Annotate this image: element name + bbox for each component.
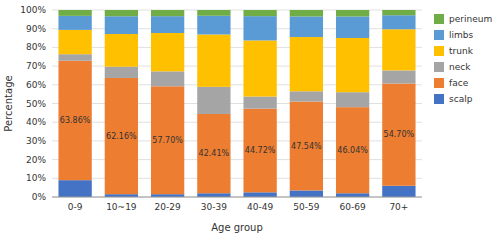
bar-segment bbox=[336, 10, 369, 16]
bar-segment bbox=[336, 107, 369, 193]
bar-segment bbox=[382, 70, 415, 83]
bar-segment bbox=[58, 30, 91, 54]
bar-segment bbox=[243, 10, 276, 16]
x-tick-label: 10~19 bbox=[106, 202, 137, 212]
bar-segment bbox=[243, 97, 276, 109]
y-tick-label: 70% bbox=[26, 61, 46, 71]
bar-segment bbox=[336, 16, 369, 38]
data-label: 47.54% bbox=[291, 142, 322, 151]
bar-segment bbox=[243, 40, 276, 96]
legend-swatch bbox=[434, 94, 444, 104]
bar-segment bbox=[197, 10, 230, 16]
bar-segment bbox=[336, 92, 369, 107]
y-tick-label: 40% bbox=[26, 117, 46, 127]
legend-label: limbs bbox=[449, 30, 473, 40]
grid bbox=[52, 10, 422, 197]
bar-segment bbox=[151, 10, 184, 16]
bar-segment bbox=[290, 10, 323, 16]
x-tick-label: 70+ bbox=[389, 202, 408, 212]
chart: 0% 10% 20% 30% 40% 50% 60% 70% 80% 90% 100% 63.86% 6… bbox=[0, 0, 500, 237]
bar-segment bbox=[197, 114, 230, 193]
bar-segment bbox=[290, 37, 323, 91]
bar-segment bbox=[197, 87, 230, 114]
bar-segment bbox=[58, 10, 91, 16]
x-axis-line bbox=[52, 197, 422, 198]
bar-segment bbox=[58, 180, 91, 197]
bar-segment bbox=[151, 71, 184, 86]
data-label: 57.70% bbox=[152, 136, 183, 145]
bars bbox=[58, 10, 415, 197]
bar-segment bbox=[105, 16, 138, 34]
x-tick-label: 40-49 bbox=[247, 202, 273, 212]
bar-segment bbox=[243, 109, 276, 193]
bar-segment bbox=[105, 10, 138, 16]
bar-segment bbox=[151, 33, 184, 71]
y-tick-label: 10% bbox=[26, 173, 46, 183]
bar-segment bbox=[243, 192, 276, 197]
x-tick-label: 50-59 bbox=[293, 202, 319, 212]
x-axis-title: Age group bbox=[211, 222, 263, 233]
data-label: 54.70% bbox=[384, 130, 415, 139]
legend: perineum limbs trunk neck face scalp bbox=[434, 14, 492, 104]
y-tick-label: 60% bbox=[26, 80, 46, 90]
bar-segment bbox=[290, 102, 323, 191]
bar-segment bbox=[290, 190, 323, 197]
bar-segment bbox=[382, 29, 415, 70]
bar-segment bbox=[105, 78, 138, 194]
bar-segment bbox=[58, 54, 91, 61]
bar-segment bbox=[105, 34, 138, 67]
bar-segment bbox=[243, 16, 276, 40]
x-tick-label: 20-29 bbox=[155, 202, 181, 212]
legend-label: neck bbox=[449, 62, 471, 72]
y-tick-label: 30% bbox=[26, 136, 46, 146]
x-tick-label: 0-9 bbox=[68, 202, 83, 212]
bar-segment bbox=[197, 16, 230, 35]
bar-segment bbox=[58, 61, 91, 180]
bar-segment bbox=[382, 83, 415, 185]
legend-swatch bbox=[434, 62, 444, 72]
legend-label: scalp bbox=[449, 94, 473, 104]
legend-swatch bbox=[434, 46, 444, 56]
bar-segment bbox=[336, 38, 369, 92]
bar-segment bbox=[151, 16, 184, 33]
legend-label: perineum bbox=[449, 14, 492, 24]
y-tick-label: 50% bbox=[26, 99, 46, 109]
bar-segment bbox=[382, 15, 415, 29]
data-label: 63.86% bbox=[60, 116, 91, 125]
bar-segment bbox=[151, 86, 184, 194]
legend-swatch bbox=[434, 78, 444, 88]
bar-segment bbox=[290, 16, 323, 37]
y-tick-label: 80% bbox=[26, 42, 46, 52]
y-tick-label: 0% bbox=[32, 192, 47, 202]
y-axis-title: Percentage bbox=[3, 75, 14, 131]
y-tick-label: 20% bbox=[26, 155, 46, 165]
data-label: 46.04% bbox=[337, 146, 368, 155]
bar-segment bbox=[382, 186, 415, 197]
grid-line bbox=[52, 197, 422, 198]
y-tick-label: 90% bbox=[26, 24, 46, 34]
data-label: 44.72% bbox=[245, 146, 276, 155]
bar-segment bbox=[336, 193, 369, 197]
legend-label: trunk bbox=[449, 46, 474, 56]
bar-segment bbox=[197, 193, 230, 197]
data-label: 62.16% bbox=[106, 132, 137, 141]
x-tick-label: 30-39 bbox=[201, 202, 227, 212]
legend-swatch bbox=[434, 30, 444, 40]
legend-label: face bbox=[449, 78, 469, 88]
x-tick-label: 60-69 bbox=[340, 202, 366, 212]
data-label: 42.41% bbox=[199, 149, 230, 158]
legend-swatch bbox=[434, 14, 444, 24]
bar-segment bbox=[58, 16, 91, 30]
bar-segment bbox=[290, 91, 323, 101]
bar-segment bbox=[382, 10, 415, 15]
bar-segment bbox=[105, 67, 138, 78]
y-tick-label: 100% bbox=[20, 5, 46, 15]
bar-segment bbox=[197, 34, 230, 86]
